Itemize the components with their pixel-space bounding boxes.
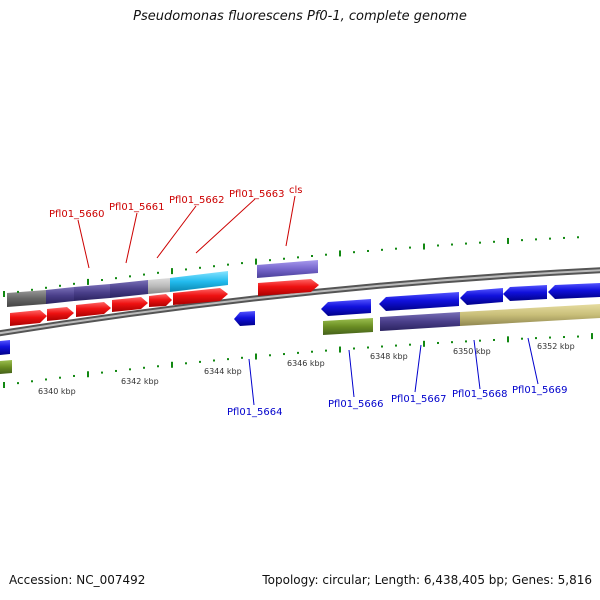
gene-feature[interactable] <box>323 318 373 335</box>
leader-line <box>125 212 138 264</box>
scale-label: 6352 kbp <box>537 342 575 351</box>
gene-feature[interactable] <box>257 260 318 278</box>
scale-label: 6348 kbp <box>370 352 408 361</box>
gene-label-pfl01-5663[interactable]: Pfl01_5663 <box>229 189 285 200</box>
leader-line <box>77 219 90 269</box>
leader-line <box>527 337 539 385</box>
gene-arrow[interactable] <box>548 283 600 299</box>
gene-feature[interactable] <box>170 271 228 292</box>
gene-label-pfl01-5661[interactable]: Pfl01_5661 <box>109 202 165 213</box>
upper-gene-labels <box>77 195 296 269</box>
gene-arrow[interactable] <box>47 307 74 321</box>
map-title: Pseudomonas fluorescens Pf0-1, complete … <box>133 9 467 24</box>
gene-feature[interactable] <box>7 290 46 307</box>
gene-arrow[interactable] <box>76 302 111 317</box>
gene-feature[interactable] <box>110 280 148 298</box>
gene-label-pfl01-5669[interactable]: Pfl01_5669 <box>512 385 568 396</box>
upper-tick-marks <box>3 236 579 297</box>
scale-labels: 6340 kbp 6342 kbp 6344 kbp 6346 kbp 6348… <box>38 342 575 396</box>
scale-label: 6350 kbp <box>453 347 491 356</box>
leader-line <box>248 358 255 406</box>
leader-line <box>414 344 422 393</box>
leader-line <box>156 205 197 259</box>
leader-line <box>348 349 355 398</box>
lower-gene-labels <box>248 337 539 406</box>
leader-line <box>195 198 256 254</box>
gene-feature[interactable] <box>46 287 74 304</box>
gene-label-pfl01-5668[interactable]: Pfl01_5668 <box>452 389 508 400</box>
scale-label: 6342 kbp <box>121 377 159 386</box>
gene-label-pfl01-5662[interactable]: Pfl01_5662 <box>169 195 225 206</box>
gene-arrow[interactable] <box>460 288 503 305</box>
gene-arrow[interactable] <box>234 311 255 326</box>
gene-arrow[interactable] <box>379 292 459 311</box>
gene-feature[interactable] <box>380 312 460 331</box>
gene-arrow[interactable] <box>149 294 172 307</box>
gene-arrow[interactable] <box>503 285 547 301</box>
gene-label-pfl01-5664[interactable]: Pfl01_5664 <box>227 407 283 418</box>
leader-line <box>473 339 481 390</box>
forward-genes <box>10 279 319 326</box>
gene-arrow[interactable] <box>258 279 319 296</box>
genome-backbone <box>0 267 600 337</box>
gene-label-pfl01-5667[interactable]: Pfl01_5667 <box>391 394 447 405</box>
scale-label: 6346 kbp <box>287 359 325 368</box>
gene-arrow[interactable] <box>112 297 148 312</box>
gene-label-cls[interactable]: cls <box>289 185 303 196</box>
gene-feature[interactable] <box>148 278 170 294</box>
lower-tick-marks <box>3 333 593 388</box>
accession-label: Accession: NC_007492 <box>9 573 146 587</box>
gene-arrow[interactable] <box>10 310 47 326</box>
lower-strand-band <box>0 304 600 374</box>
upper-strand-band <box>7 260 318 307</box>
reverse-genes <box>0 283 600 355</box>
scale-label: 6344 kbp <box>204 367 242 376</box>
gene-arrow[interactable] <box>321 299 371 316</box>
gene-feature[interactable] <box>0 360 12 374</box>
scale-label: 6340 kbp <box>38 387 76 396</box>
gene-arrow[interactable] <box>173 288 228 305</box>
gene-arrow[interactable] <box>0 340 10 355</box>
gene-label-pfl01-5666[interactable]: Pfl01_5666 <box>328 399 384 410</box>
gene-label-pfl01-5660[interactable]: Pfl01_5660 <box>49 209 105 220</box>
leader-line <box>285 195 296 247</box>
gene-feature[interactable] <box>460 304 600 326</box>
gene-feature[interactable] <box>74 284 110 301</box>
genome-summary: Topology: circular; Length: 6,438,405 bp… <box>262 573 592 587</box>
